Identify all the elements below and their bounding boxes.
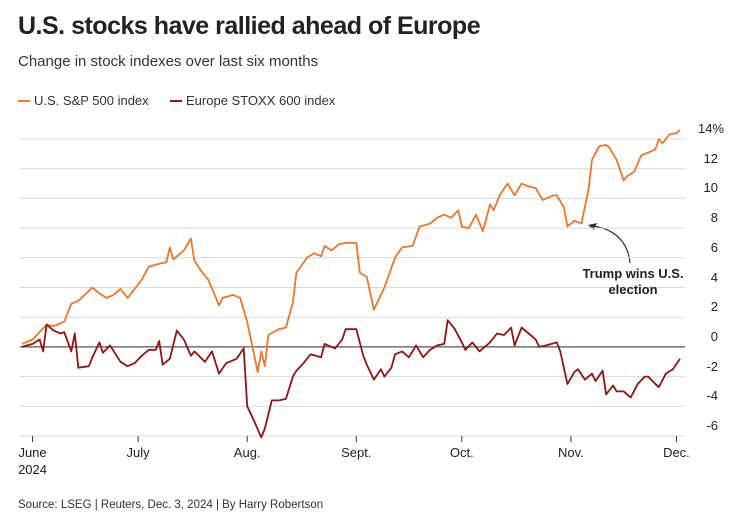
x-tick-label: June 2024 [18, 445, 47, 477]
legend-swatch [18, 99, 30, 102]
chart-subtitle: Change in stock indexes over last six mo… [18, 53, 319, 70]
annotation: Trump wins U.S. election [582, 266, 684, 297]
line [21, 129, 681, 373]
y-tick-label: -4 [706, 388, 718, 404]
legend-swatch [170, 99, 182, 102]
y-tick-label: 12 [703, 150, 718, 166]
legend-item: Europe STOXX 600 index [170, 93, 335, 108]
y-tick-label: 0 [710, 328, 718, 344]
x-tick-label: Aug. [233, 445, 261, 460]
y-tick-label: 8 [710, 210, 718, 226]
legend-item: U.S. S&P 500 index [18, 93, 149, 108]
y-tick-label: -2 [706, 358, 718, 374]
y-tick-label: 6 [710, 239, 718, 255]
line [21, 319, 681, 439]
y-tick-label: 14% [697, 121, 724, 136]
legend-label: Europe STOXX 600 index [186, 93, 336, 108]
x-tick-label: July [126, 445, 150, 460]
legend-label: U.S. S&P 500 index [34, 93, 149, 108]
x-tick-label: Sept. [341, 445, 372, 460]
y-tick-label: 4 [710, 269, 718, 285]
x-tick-label: Nov. [557, 445, 584, 460]
x-tick-label: Dec. [663, 445, 690, 460]
x-tick-label: Oct. [449, 445, 474, 460]
y-tick-label: 2 [710, 299, 718, 315]
y-tick-label: 10 [703, 180, 718, 196]
chart-title: U.S. stocks have rallied ahead of Europe [18, 12, 481, 40]
y-tick-label: -6 [706, 418, 718, 433]
source: Source: LSEG | Reuters, Dec. 3, 2024 | B… [18, 499, 324, 511]
